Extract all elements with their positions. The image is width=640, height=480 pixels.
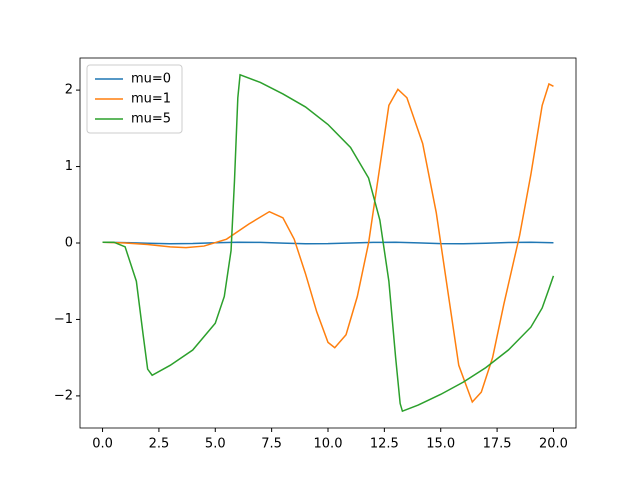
legend-label: mu=5 [131,112,171,127]
x-tick-label: 20.0 [539,437,568,452]
line [102,241,554,245]
y-tick-label: 0 [65,236,73,251]
x-tick-label: 15.0 [426,437,455,452]
y-tick-label: −2 [54,388,73,403]
x-tick-label: 5.0 [205,437,226,452]
y-tick-label: 2 [65,83,73,98]
legend-label: mu=0 [131,72,171,87]
plot-frame [79,57,577,429]
x-tick-label: 0.0 [92,437,113,452]
legend-label: mu=1 [131,92,171,107]
x-tick-label: 10.0 [314,437,343,452]
x-tick-label: 2.5 [149,437,170,452]
line [102,82,554,404]
y-tick-label: −1 [54,312,73,327]
legend-box [86,64,183,134]
x-tick-label: 12.5 [370,437,399,452]
x-tick-label: 7.5 [261,437,282,452]
y-tick-label: 1 [65,159,73,174]
line [102,73,555,413]
x-tick-label: 17.5 [483,437,512,452]
